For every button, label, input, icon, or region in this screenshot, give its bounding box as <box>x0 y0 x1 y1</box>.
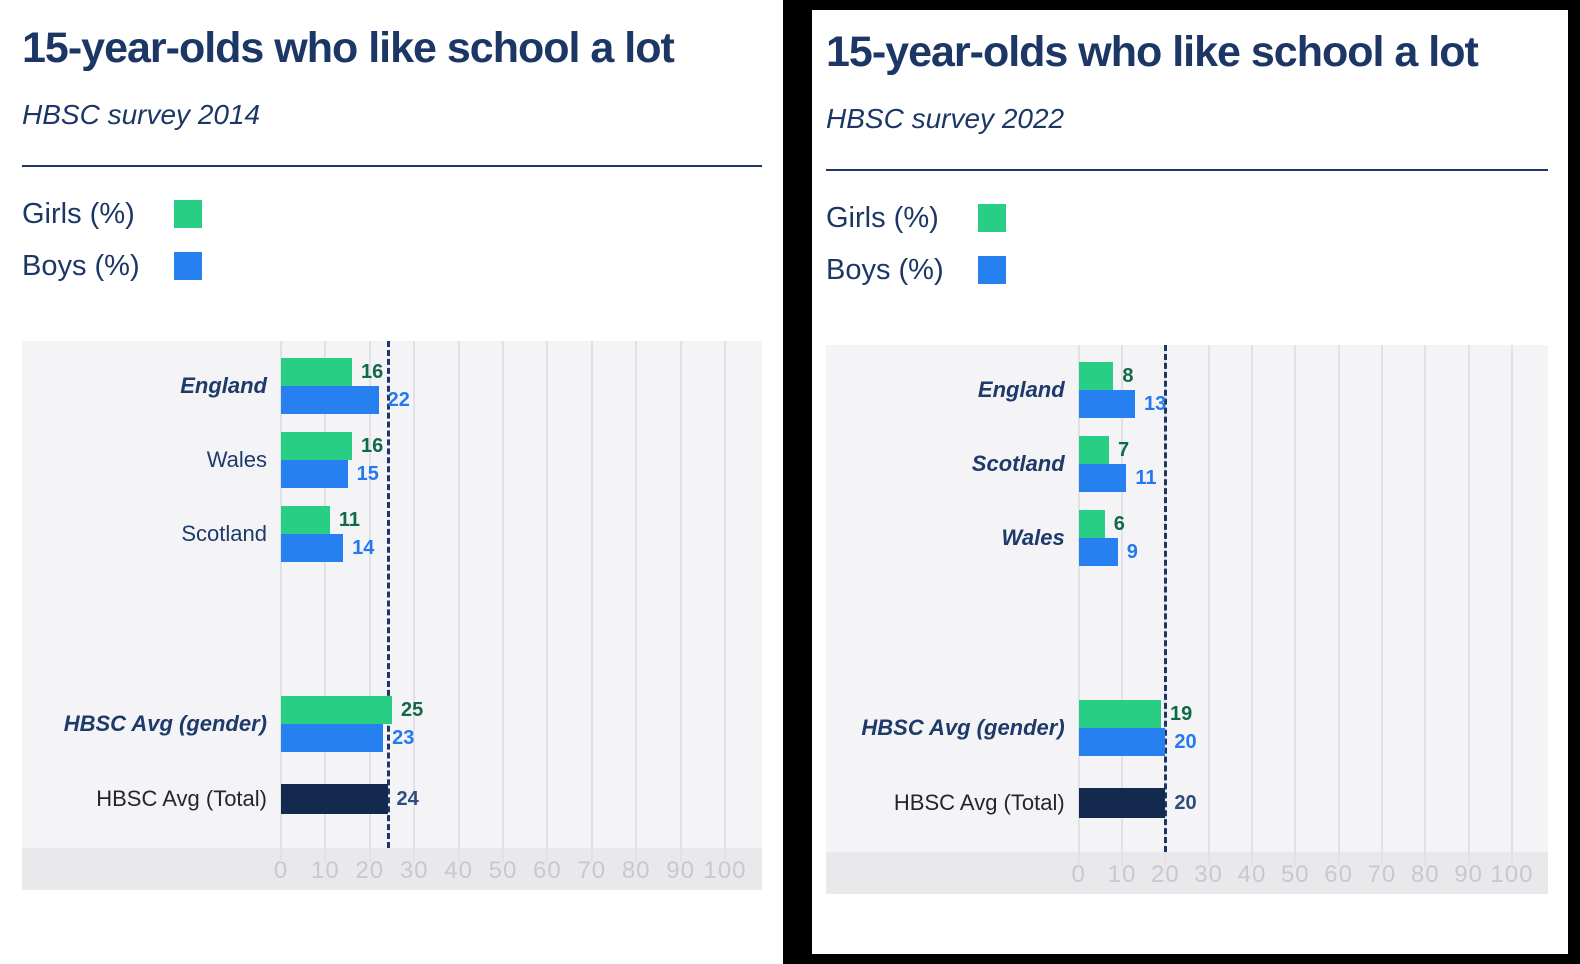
girls-value-label: 19 <box>1170 703 1193 725</box>
boys-bar <box>281 460 348 488</box>
axis-tick-label: 0 <box>273 857 289 884</box>
legend-item-girls: Girls (%) <box>22 197 762 231</box>
legend-label-boys: Boys (%) <box>826 253 944 286</box>
total-bar <box>1078 788 1166 818</box>
girls-value-label: 7 <box>1118 439 1130 461</box>
boys-bar <box>1078 538 1118 566</box>
legend-swatch-boys <box>978 256 1006 284</box>
girls-bar <box>1078 700 1161 728</box>
chart-panel-right: 15-year-olds who like school a lot HBSC … <box>812 10 1568 954</box>
reference-line <box>386 341 390 848</box>
legend-item-boys: Boys (%) <box>22 249 762 283</box>
total-bar <box>281 784 388 814</box>
gridline-50 <box>502 341 504 862</box>
gridline-50 <box>1294 345 1297 866</box>
category-label: HBSC Avg (gender) <box>861 715 1065 740</box>
gridline-0 <box>1077 345 1080 866</box>
category-label: England <box>180 373 267 398</box>
legend-swatch-girls <box>174 200 202 228</box>
girls-bar <box>1078 510 1105 538</box>
legend-item-girls: Girls (%) <box>826 201 1548 235</box>
girls-bar <box>281 432 353 460</box>
boys-value-label: 11 <box>1135 467 1157 489</box>
gridline-70 <box>1380 345 1383 866</box>
x-axis: 0 10 20 30 40 50 60 70 80 90 100 <box>22 848 762 890</box>
divider-line <box>826 169 1548 171</box>
gridline-30 <box>413 341 416 862</box>
plot-area: 0 10 20 30 40 50 60 70 80 90 100 England 8 13 Scotland… <box>826 345 1548 894</box>
legend-label-girls: Girls (%) <box>826 201 939 234</box>
gridline-20 <box>368 341 371 862</box>
gridline-100 <box>724 341 726 862</box>
x-axis: 0 10 20 30 40 50 60 70 80 90 100 <box>826 852 1548 894</box>
girls-bar <box>1078 436 1109 464</box>
boys-value-label: 13 <box>1144 393 1167 415</box>
legend-item-boys: Boys (%) <box>826 253 1548 287</box>
girls-value-label: 6 <box>1113 513 1125 535</box>
boys-bar <box>1078 728 1166 756</box>
gridline-90 <box>1467 345 1470 866</box>
gridline-90 <box>679 341 682 862</box>
gridline-60 <box>546 341 549 862</box>
legend-swatch-girls <box>978 204 1006 232</box>
legend: Girls (%) Boys (%) <box>22 197 762 283</box>
category-label: HBSC Avg (Total) <box>96 786 267 811</box>
gridline-30 <box>1207 345 1210 866</box>
girls-value-label: 16 <box>361 361 384 383</box>
gridline-10 <box>324 341 327 862</box>
boys-value-label: 20 <box>1174 731 1197 753</box>
chart-title: 15-year-olds who like school a lot <box>22 24 675 72</box>
girls-bar <box>281 358 353 386</box>
boys-bar <box>281 534 344 562</box>
category-label: HBSC Avg (gender) <box>63 711 267 736</box>
gridline-80 <box>1424 345 1427 866</box>
category-label: Wales <box>1001 525 1065 550</box>
chart-subtitle: HBSC survey 2022 <box>826 103 1065 134</box>
gridline-60 <box>1337 345 1340 866</box>
legend-swatch-boys <box>174 252 202 280</box>
legend-label-girls: Girls (%) <box>22 197 135 230</box>
girls-bar <box>1078 362 1114 390</box>
boys-value-label: 15 <box>356 463 379 485</box>
plot-area: 0 10 20 30 40 50 60 70 80 90 100 England 16 22 Wales 16… <box>22 341 762 890</box>
legend: Girls (%) Boys (%) <box>826 201 1548 287</box>
category-label: England <box>977 377 1065 402</box>
boys-value-label: 22 <box>387 389 410 411</box>
total-value-label: 24 <box>396 788 419 810</box>
gridline-10 <box>1121 345 1124 866</box>
boys-bar <box>1078 390 1135 418</box>
girls-bar <box>281 696 392 724</box>
boys-bar <box>281 386 379 414</box>
gridline-70 <box>590 341 593 862</box>
chart-panel-left: 15-year-olds who like school a lot HBSC … <box>0 0 783 964</box>
gridline-100 <box>1510 345 1513 866</box>
boys-bar <box>281 724 384 752</box>
girls-bar <box>281 506 330 534</box>
boys-value-label: 23 <box>392 727 415 749</box>
chart-title: 15-year-olds who like school a lot <box>826 28 1479 76</box>
gridline-0 <box>280 341 282 862</box>
category-label: HBSC Avg (Total) <box>893 790 1065 815</box>
chart-subtitle: HBSC survey 2014 <box>22 99 261 130</box>
category-label: Wales <box>206 447 267 472</box>
boys-value-label: 14 <box>352 537 375 559</box>
gridline-40 <box>1250 345 1253 866</box>
gridline-40 <box>457 341 460 862</box>
girls-value-label: 25 <box>401 699 424 721</box>
divider-line <box>22 165 762 167</box>
reference-line <box>1164 345 1168 852</box>
category-label: Scotland <box>971 451 1065 476</box>
category-label: Scotland <box>181 521 267 546</box>
boys-value-label: 9 <box>1126 541 1138 563</box>
gridline-80 <box>635 341 638 862</box>
axis-tick-label: 0 <box>1071 861 1086 888</box>
girls-value-label: 16 <box>361 435 384 457</box>
legend-label-boys: Boys (%) <box>22 249 140 282</box>
boys-bar <box>1078 464 1127 492</box>
girls-value-label: 8 <box>1122 365 1134 387</box>
girls-value-label: 11 <box>338 509 360 531</box>
total-value-label: 20 <box>1174 792 1197 814</box>
